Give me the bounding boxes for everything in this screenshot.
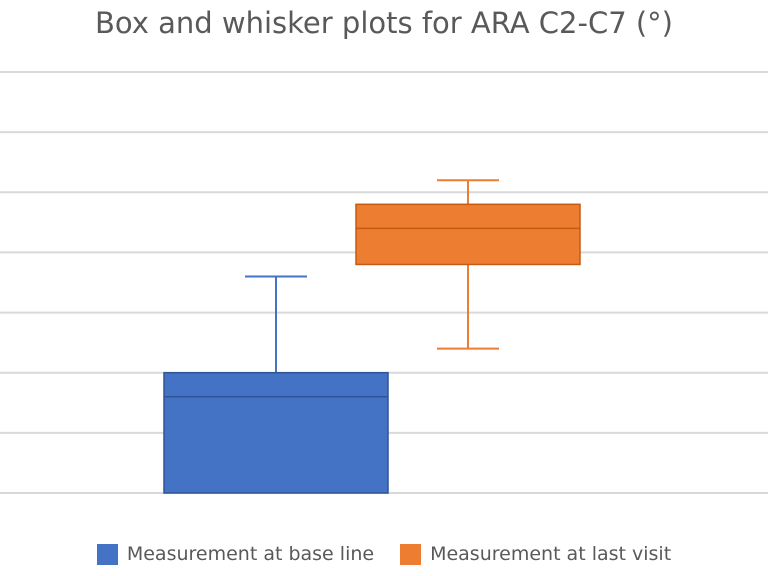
legend-swatch-last-visit [400,543,422,565]
legend-item-last-visit: Measurement at last visit [400,543,671,565]
box [163,371,389,494]
legend: Measurement at base line Measurement at … [0,543,768,565]
legend-item-baseline: Measurement at base line [96,543,375,565]
box-plot-area [0,71,768,494]
legend-label-baseline: Measurement at base line [126,543,375,565]
legend-label-last-visit: Measurement at last visit [430,543,672,565]
legend-swatch-baseline [96,543,118,565]
chart-title: Box and whisker plots for ARA C2-C7 (°) [95,6,673,40]
box [355,203,581,266]
